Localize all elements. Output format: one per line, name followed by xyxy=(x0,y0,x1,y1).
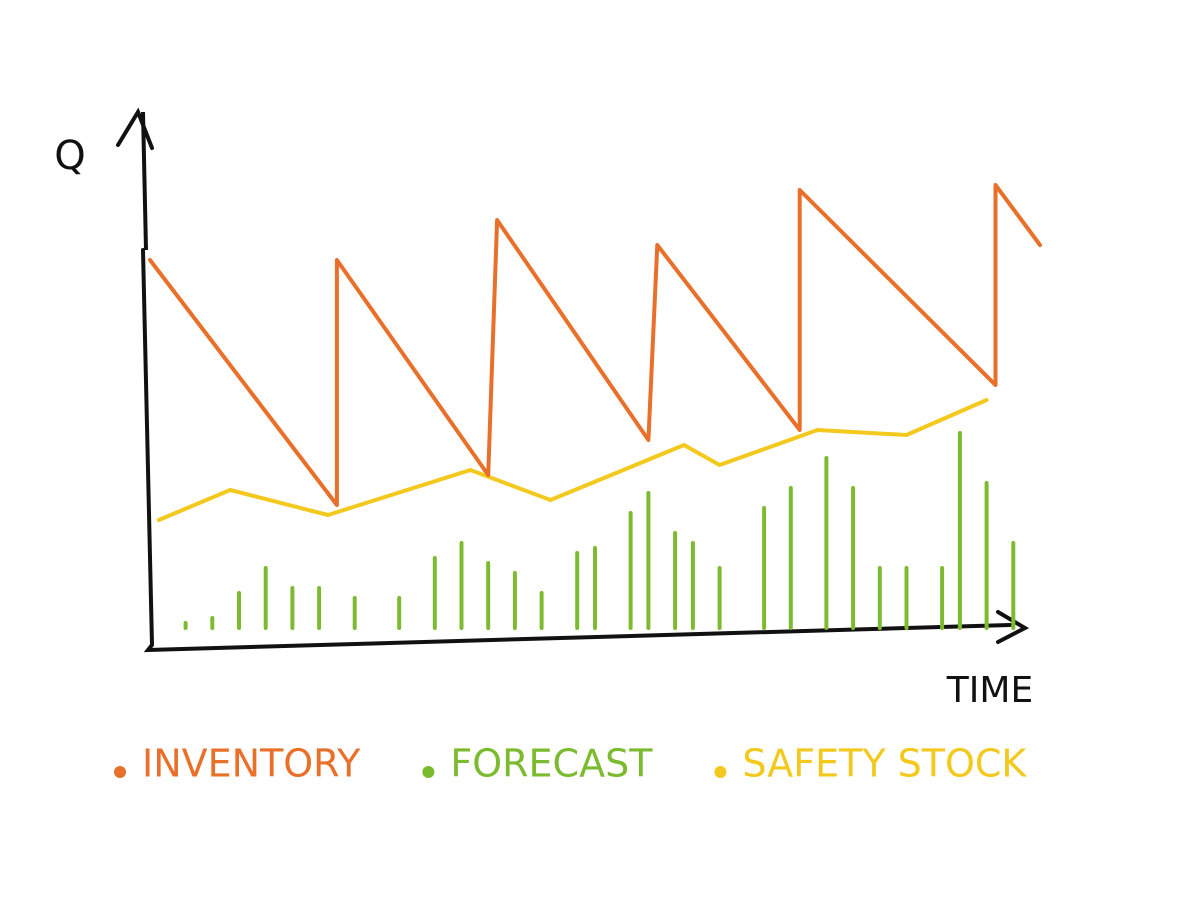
y-axis-label: Q xyxy=(54,133,85,179)
legend: INVENTORY FORECAST SAFETY STOCK xyxy=(114,742,1027,786)
y-arrow xyxy=(116,107,154,150)
y-axis-top xyxy=(141,111,148,251)
legend-dot xyxy=(714,766,727,778)
x-axis-label: TIME xyxy=(946,670,1033,711)
legend-label: FORECAST xyxy=(450,742,653,786)
series-line xyxy=(148,183,1042,507)
x-arrow xyxy=(996,610,1030,644)
legend-dot xyxy=(422,766,435,778)
legend-label: SAFETY STOCK xyxy=(742,742,1027,786)
series-line xyxy=(156,398,989,522)
legend-dot xyxy=(114,766,126,778)
legend-label: INVENTORY xyxy=(142,742,361,786)
axes xyxy=(141,248,1012,653)
